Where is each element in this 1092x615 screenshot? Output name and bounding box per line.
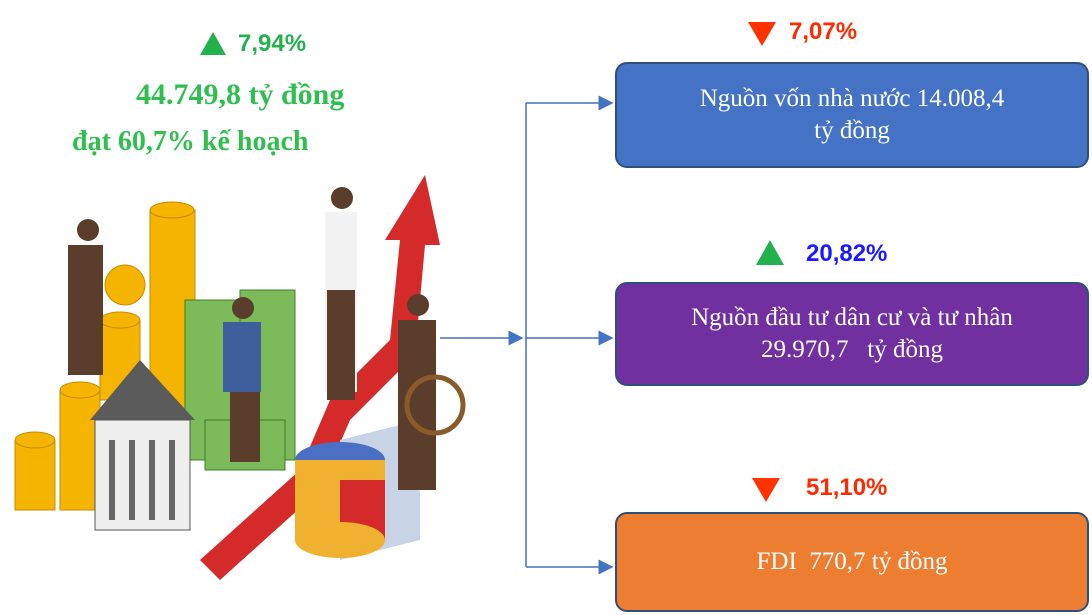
source-change: 7,07% <box>789 18 857 46</box>
infographic: 7,94% 44.749,8 tỷ đồng đạt 60,7% kế hoạc… <box>0 0 1092 615</box>
box-text: Nguồn vốn nhà nước 14.008,4 <box>700 83 1005 115</box>
total-change: 7,94% <box>238 30 306 58</box>
down-icon <box>748 22 776 46</box>
total-plan: đạt 60,7% kế hoạch <box>72 126 308 158</box>
box-text: FDI 770,7 tỷ đồng <box>757 546 948 578</box>
source-box: FDI 770,7 tỷ đồng <box>615 512 1089 612</box>
box-text: 29.970,7 tỷ đồng <box>761 334 943 366</box>
box-text: tỷ đồng <box>814 115 890 147</box>
up-icon <box>200 32 226 55</box>
source-change: 51,10% <box>806 474 887 502</box>
box-text: Nguồn đầu tư dân cư và tư nhân <box>691 302 1013 334</box>
down-icon <box>752 478 780 502</box>
source-change: 20,82% <box>806 240 887 268</box>
total-amount: 44.749,8 tỷ đồng <box>136 78 344 112</box>
up-icon <box>756 240 784 265</box>
connectors <box>440 103 612 567</box>
illustration <box>15 175 463 580</box>
